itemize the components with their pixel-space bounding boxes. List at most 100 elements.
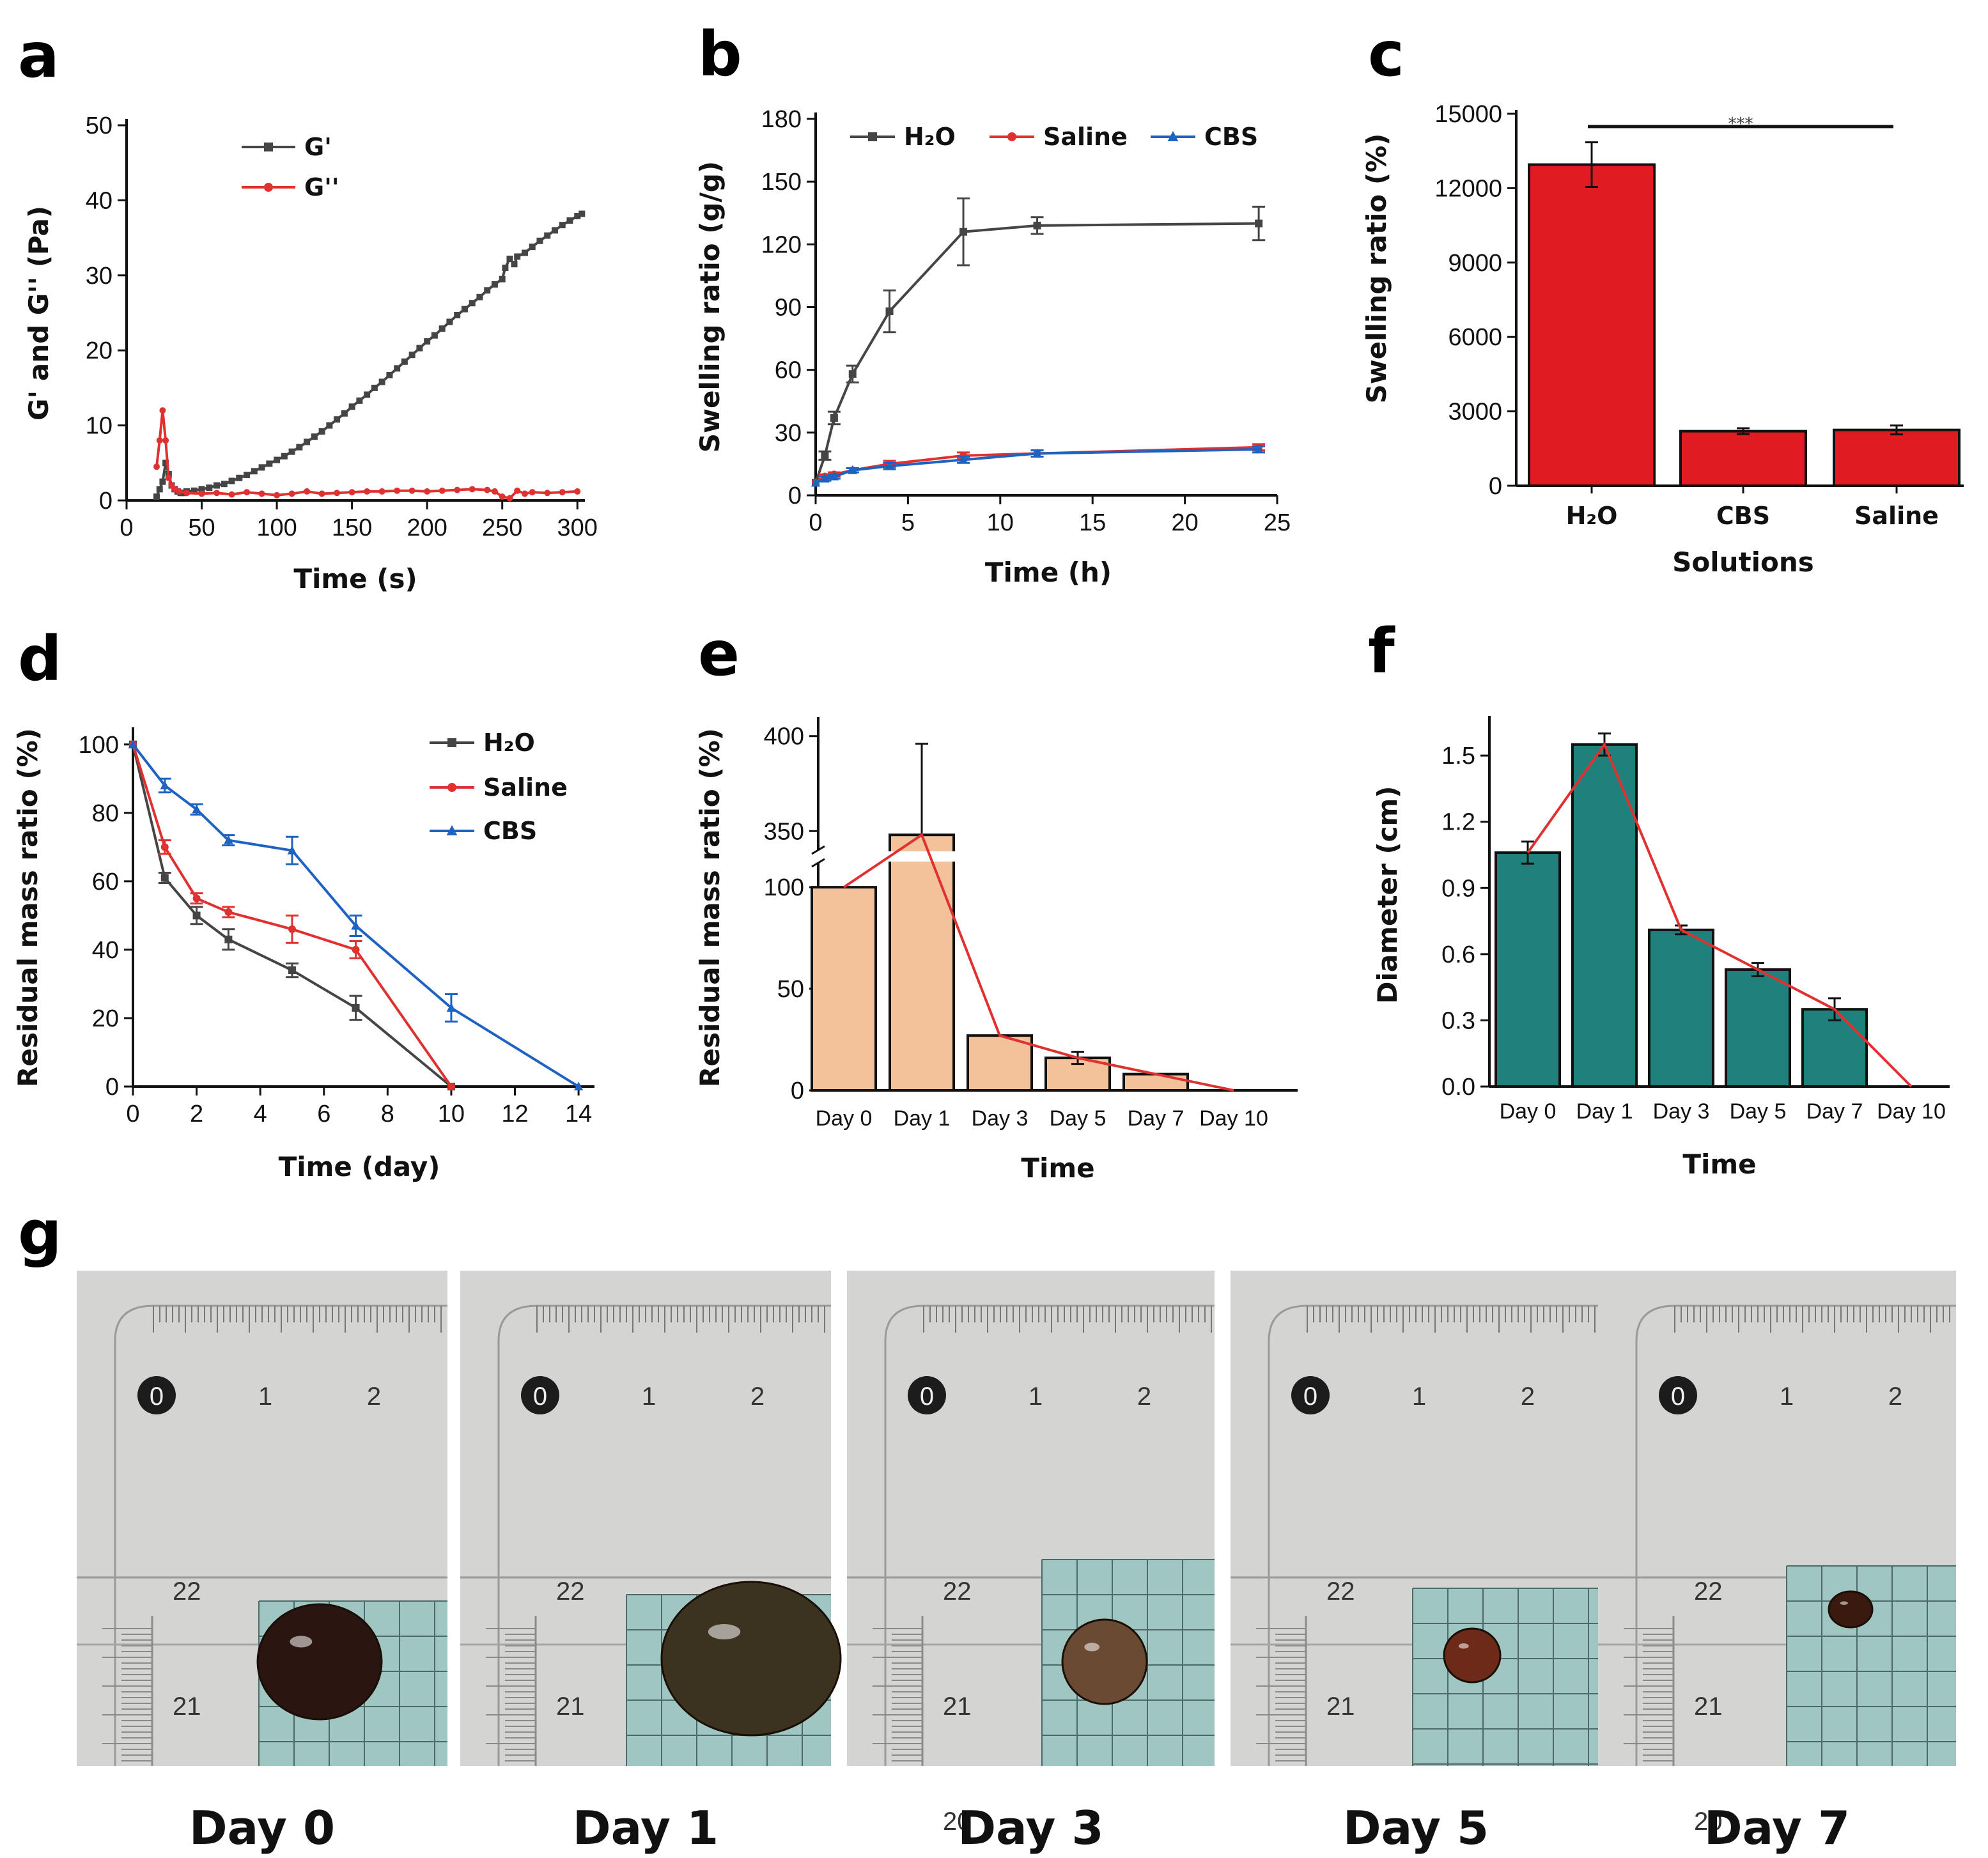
panel-label-d: d — [18, 623, 62, 695]
grid-paper — [1787, 1566, 1956, 1766]
y-axis-title: Residual mass ratio (%) — [12, 728, 43, 1087]
chart-f-diameter-bars: 0.0 0.3 0.6 0.9 1.2 1.5 Day 0 Day 1 Day 3 Day 5 Da… — [1372, 716, 1950, 1180]
x-axis-title: Time (h) — [985, 557, 1112, 588]
y-axis-title: Swelling ratio (g/g) — [694, 161, 726, 453]
x-tick-label: 0 — [809, 509, 822, 536]
data-point-marker — [162, 437, 169, 444]
x-tick-label: 2 — [190, 1101, 203, 1127]
data-point-marker — [394, 365, 401, 372]
x-tick-label: 10 — [438, 1101, 465, 1127]
x-category-label: Day 5 — [1730, 1099, 1787, 1124]
data-point-marker — [304, 488, 311, 495]
x-tick-label: 12 — [501, 1101, 528, 1127]
data-point-marker — [251, 468, 258, 475]
panel-label-c: c — [1368, 19, 1404, 90]
legend-label: G'' — [304, 173, 339, 201]
hydrogel-specimen — [1443, 1627, 1502, 1684]
data-point-marker — [352, 945, 360, 954]
ruler-zero-disc — [1659, 1376, 1697, 1414]
data-point-marker — [484, 287, 491, 294]
data-point-marker — [811, 477, 821, 487]
y-tick-label: 40 — [86, 187, 113, 214]
data-point-marker — [820, 474, 830, 483]
x-axis-title: Time (s) — [293, 563, 417, 594]
data-point-marker — [408, 352, 415, 359]
data-point-marker — [156, 486, 163, 493]
data-point-marker — [288, 448, 295, 455]
data-point-marker — [821, 451, 829, 460]
ruler-number: 0 — [150, 1382, 164, 1411]
specimen-photo-1: 01232221 — [460, 1271, 873, 1766]
data-point-marker — [499, 275, 506, 283]
ruler-number: 1 — [258, 1382, 272, 1411]
ruler-number: 0 — [920, 1382, 934, 1411]
x-tick-label: 8 — [381, 1101, 394, 1127]
y-tick-label: 0.6 — [1441, 941, 1475, 968]
y-tick-label: 180 — [761, 106, 802, 133]
specimen-highlight — [708, 1624, 741, 1639]
data-point-marker — [848, 465, 857, 474]
y-axis-title: Swelling ratio (%) — [1361, 134, 1392, 404]
specimen-highlight — [1458, 1643, 1469, 1649]
ruler-number: 22 — [1326, 1577, 1355, 1606]
ruler-zero-disc — [1291, 1376, 1330, 1414]
x-category-label: Day 7 — [1806, 1099, 1863, 1124]
y-tick-label: 40 — [92, 937, 119, 964]
data-point-marker — [153, 463, 160, 470]
x-category-label: Day 1 — [1576, 1099, 1633, 1124]
data-point-marker — [506, 495, 513, 502]
data-point-marker — [198, 490, 205, 497]
bar — [1679, 430, 1807, 488]
x-category-label: Day 5 — [1050, 1106, 1107, 1131]
data-point-marker — [469, 300, 476, 307]
hydrogel-specimen — [256, 1603, 383, 1721]
data-point-marker — [228, 491, 235, 498]
data-point-marker — [1033, 221, 1041, 229]
data-point-marker — [1255, 219, 1263, 228]
panel-label-b: b — [698, 19, 742, 90]
y-tick-label: 30 — [775, 420, 802, 447]
x-tick-label: 50 — [188, 515, 215, 541]
y-tick-label: 80 — [92, 800, 119, 827]
data-point-marker — [544, 490, 551, 497]
data-point-marker — [318, 428, 325, 435]
x-axis-title: Time — [1682, 1149, 1756, 1180]
data-point-marker — [394, 487, 401, 494]
y-tick-label: 30 — [86, 263, 113, 290]
photo-caption: Day 5 — [1343, 1801, 1489, 1855]
y-tick-label: 50 — [777, 976, 804, 1003]
x-tick-label: 4 — [254, 1101, 267, 1127]
bar — [889, 833, 955, 1092]
ruler-number: 22 — [1694, 1577, 1723, 1606]
data-point-marker — [192, 804, 201, 814]
data-point-marker — [551, 227, 558, 234]
data-point-marker — [447, 738, 456, 747]
ruler-number: 21 — [173, 1692, 201, 1721]
data-point-marker — [439, 325, 446, 332]
series-line-2 — [132, 743, 580, 1088]
x-tick-label: 6 — [317, 1101, 330, 1127]
ruler-number: 1 — [1412, 1382, 1426, 1411]
data-point-marker — [258, 490, 265, 497]
data-point-marker — [514, 487, 521, 494]
data-point-marker — [574, 213, 581, 220]
data-point-marker — [476, 293, 483, 300]
data-point-marker — [214, 482, 221, 489]
ruler-number: 2 — [1888, 1382, 1902, 1411]
ruler-zero-disc — [137, 1376, 176, 1414]
y-tick-label: 10 — [86, 413, 113, 440]
data-point-marker — [848, 370, 857, 378]
data-point-marker — [364, 488, 371, 495]
specimen-highlight — [290, 1636, 313, 1648]
axis-break-mark — [811, 858, 825, 868]
data-point-marker — [446, 318, 453, 325]
data-point-marker — [162, 460, 169, 467]
data-point-marker — [153, 493, 160, 500]
data-point-marker — [228, 477, 235, 484]
y-tick-label: 50 — [86, 112, 113, 139]
data-point-marker — [244, 472, 251, 479]
data-point-marker — [160, 843, 169, 851]
legend-label: CBS — [1204, 123, 1258, 151]
ruler-edge — [114, 1304, 447, 1766]
